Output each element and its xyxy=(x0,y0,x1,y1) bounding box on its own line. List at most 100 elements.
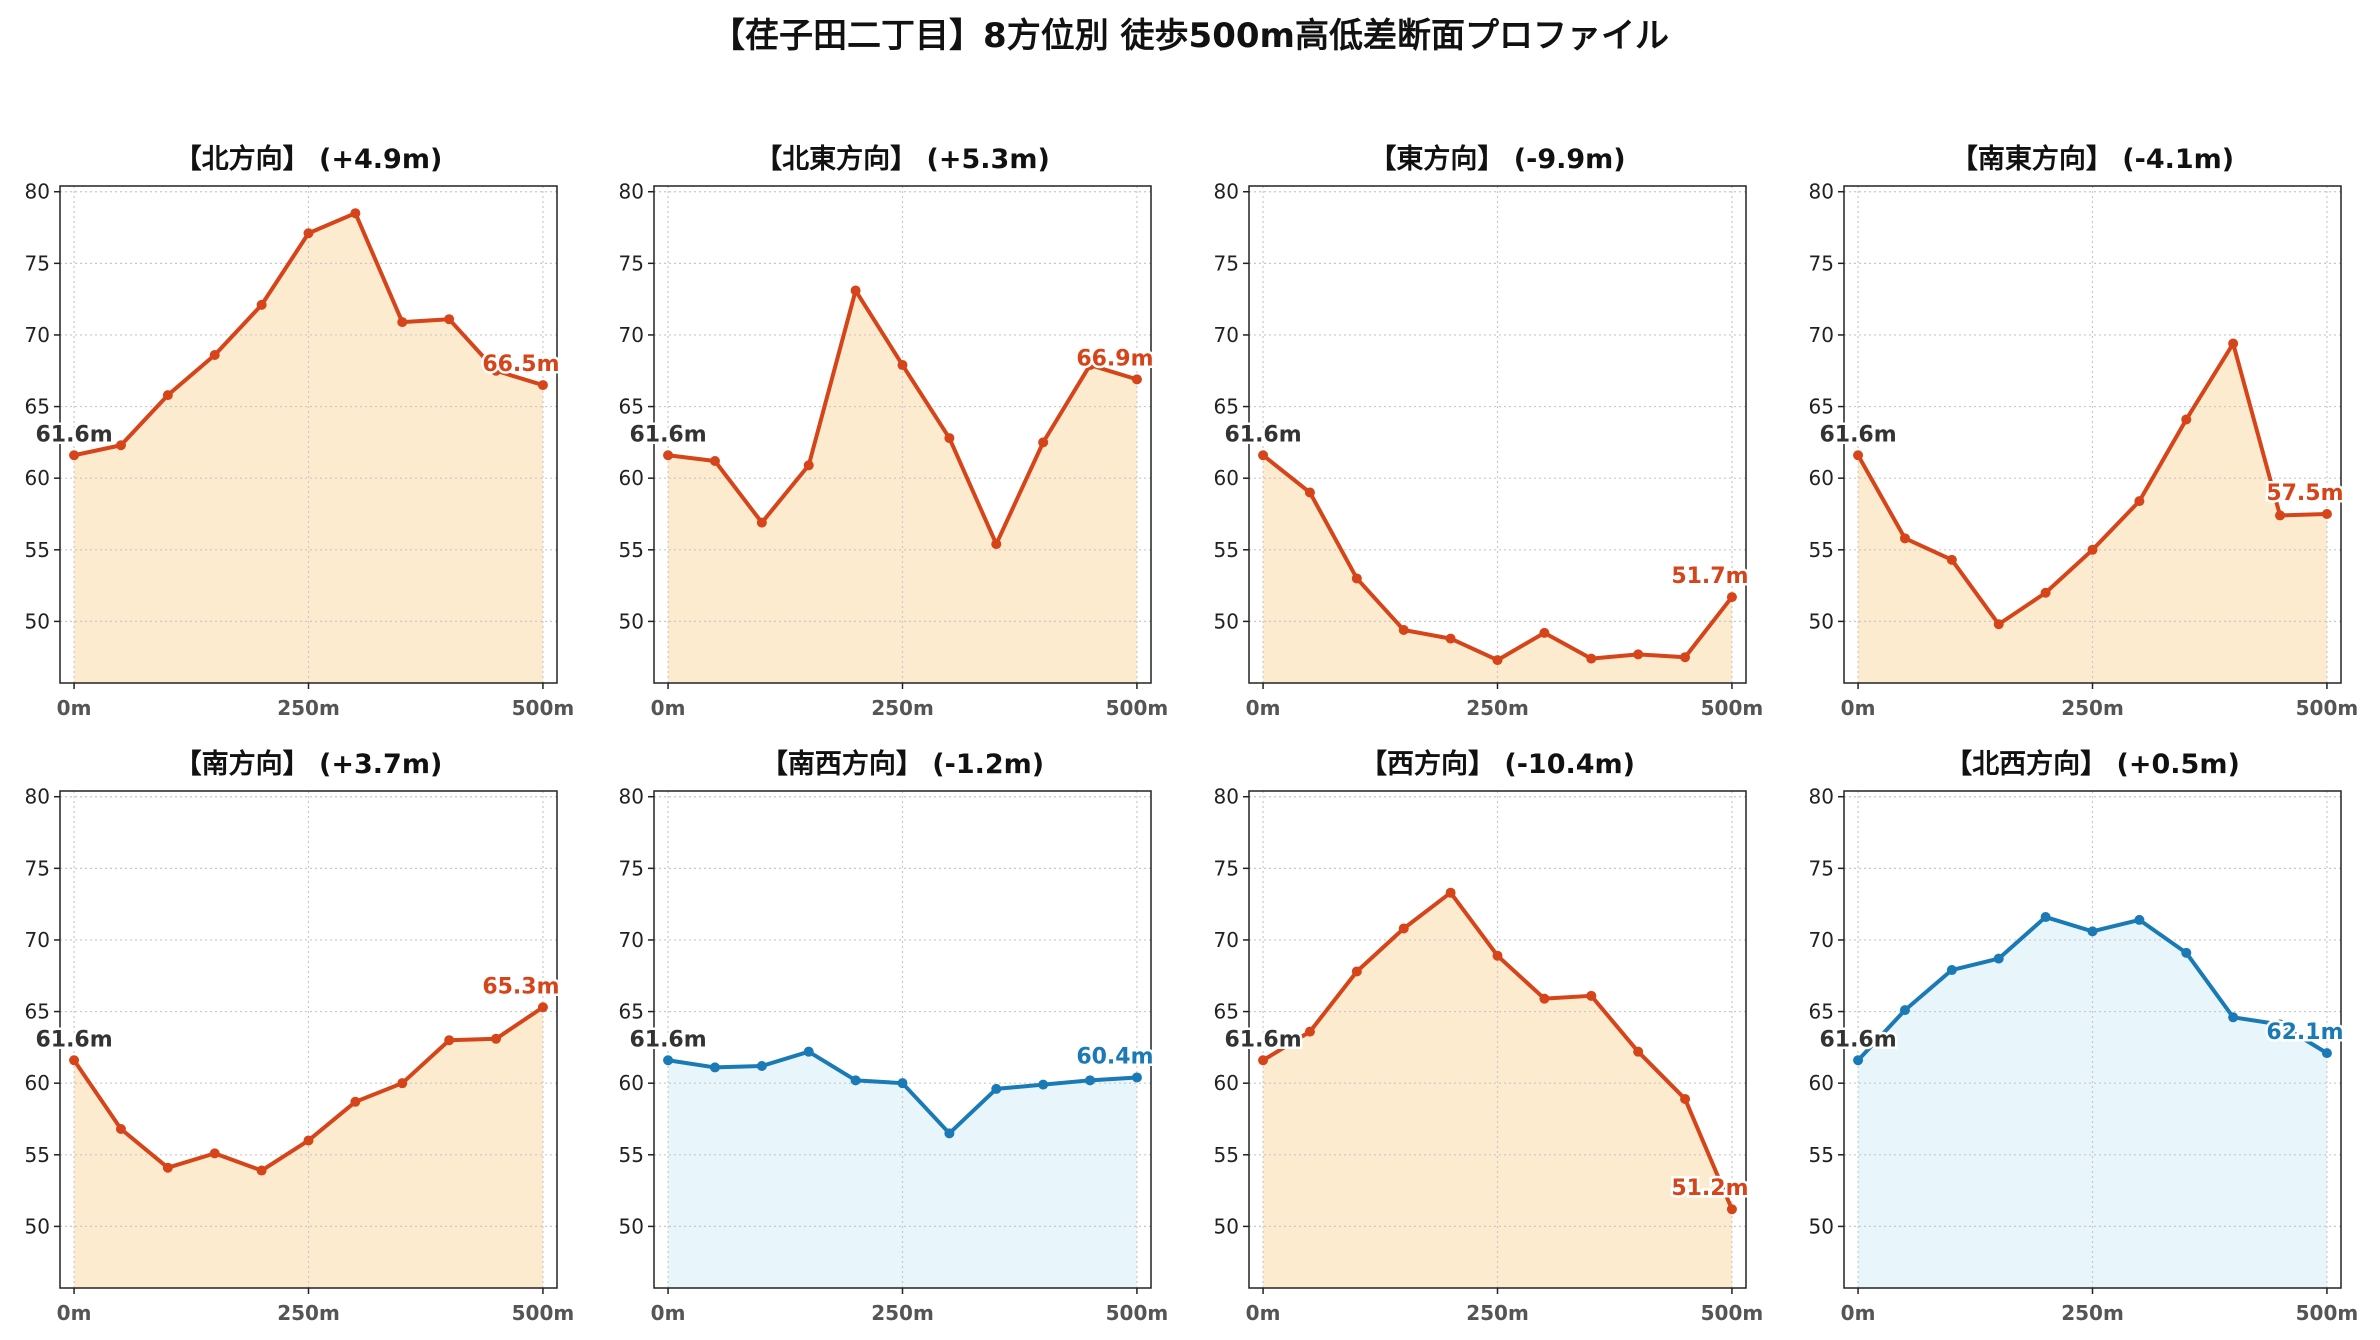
y-tick-label: 80 xyxy=(1214,180,1239,204)
y-tick-label: 55 xyxy=(1809,538,1834,562)
start-elevation-label: 61.6m xyxy=(1224,422,1301,447)
x-tick-label: 250m xyxy=(1466,696,1529,720)
y-tick-label: 75 xyxy=(25,251,50,275)
profile-panel: 【西方向】 (-10.4m) 50 55 60 65 70 75 80 0m 250m 500m 61… xyxy=(1214,748,1764,1325)
start-elevation-label: 61.6m xyxy=(35,1027,112,1052)
elevation-point xyxy=(850,1075,861,1086)
end-elevation-label: 51.2m xyxy=(1671,1176,1748,1201)
y-tick-label: 65 xyxy=(1809,1000,1834,1024)
x-tick-label: 500m xyxy=(2296,1301,2359,1325)
y-tick-label: 80 xyxy=(1809,785,1834,809)
elevation-point xyxy=(69,450,80,461)
elevation-point xyxy=(2040,587,2051,598)
elevation-point xyxy=(1085,1075,1096,1086)
y-tick-label: 55 xyxy=(619,1143,644,1167)
elevation-point xyxy=(1853,450,1864,461)
elevation-point xyxy=(1586,653,1597,664)
elevation-point xyxy=(2134,496,2145,507)
elevation-point xyxy=(2087,926,2098,937)
elevation-point xyxy=(2275,1019,2286,1030)
y-tick-label: 70 xyxy=(619,928,644,952)
elevation-point xyxy=(1398,625,1409,636)
elevation-point xyxy=(1131,1072,1142,1083)
end-elevation-label: 65.3m xyxy=(482,974,559,999)
y-tick-label: 75 xyxy=(1214,856,1239,880)
elevation-point xyxy=(1492,655,1503,666)
y-tick-label: 60 xyxy=(1809,466,1834,490)
end-elevation-label: 66.5m xyxy=(482,352,559,377)
y-tick-label: 55 xyxy=(1214,1143,1239,1167)
y-tick-label: 65 xyxy=(1214,395,1239,419)
y-tick-label: 60 xyxy=(25,1071,50,1095)
elevation-point xyxy=(1398,923,1409,934)
elevation-point xyxy=(944,433,955,444)
elevation-point xyxy=(1258,1055,1269,1066)
y-tick-label: 75 xyxy=(1809,251,1834,275)
elevation-point xyxy=(1726,1204,1737,1215)
panel-title: 【西方向】 (-10.4m) xyxy=(1360,748,1635,780)
panel-title: 【東方向】 (-9.9m) xyxy=(1369,143,1625,175)
elevation-point xyxy=(69,1055,80,1066)
y-tick-label: 75 xyxy=(1214,251,1239,275)
x-tick-label: 250m xyxy=(277,696,340,720)
elevation-point xyxy=(803,460,814,471)
x-tick-label: 0m xyxy=(1246,1301,1281,1325)
elevation-point xyxy=(1131,374,1142,385)
start-elevation-label: 61.6m xyxy=(629,1027,706,1052)
elevation-point xyxy=(897,360,908,371)
elevation-point xyxy=(303,228,314,239)
y-tick-label: 60 xyxy=(619,466,644,490)
y-tick-label: 70 xyxy=(1809,928,1834,952)
elevation-point xyxy=(2228,1012,2239,1023)
elevation-point xyxy=(756,517,767,528)
elevation-point xyxy=(1304,487,1315,498)
elevation-point xyxy=(897,1078,908,1089)
elevation-point xyxy=(2228,338,2239,349)
y-tick-label: 80 xyxy=(619,180,644,204)
elevation-point xyxy=(491,365,502,376)
elevation-point xyxy=(303,1135,314,1146)
elevation-area xyxy=(1263,455,1732,683)
elevation-point xyxy=(1899,1005,1910,1016)
elevation-point xyxy=(1946,554,1957,565)
elevation-point xyxy=(444,1035,455,1046)
profile-panel: 【北方向】 (+4.9m) 50 55 60 65 70 75 80 0m 250m 500m 61.… xyxy=(25,143,575,720)
start-elevation-label: 61.6m xyxy=(35,422,112,447)
x-tick-label: 0m xyxy=(1841,1301,1876,1325)
y-tick-label: 70 xyxy=(1214,928,1239,952)
y-tick-label: 55 xyxy=(1214,538,1239,562)
x-tick-label: 250m xyxy=(277,1301,340,1325)
y-tick-label: 65 xyxy=(25,1000,50,1024)
elevation-point xyxy=(537,380,548,391)
y-tick-label: 75 xyxy=(25,856,50,880)
elevation-point xyxy=(1680,1093,1691,1104)
y-tick-label: 60 xyxy=(1214,1071,1239,1095)
y-tick-label: 55 xyxy=(619,538,644,562)
elevation-point xyxy=(944,1128,955,1139)
elevation-point xyxy=(756,1060,767,1071)
end-elevation-label: 66.9m xyxy=(1076,346,1153,371)
profile-panel: 【南東方向】 (-4.1m) 50 55 60 65 70 75 80 0m 250m 500m 61… xyxy=(1809,143,2359,720)
elevation-point xyxy=(2321,508,2332,519)
elevation-point xyxy=(663,450,674,461)
elevation-point xyxy=(397,1078,408,1089)
elevation-point xyxy=(1726,592,1737,603)
elevation-point xyxy=(162,390,173,401)
y-tick-label: 55 xyxy=(25,538,50,562)
y-tick-label: 50 xyxy=(1214,609,1239,633)
elevation-point xyxy=(444,314,455,325)
y-tick-label: 70 xyxy=(25,323,50,347)
end-elevation-label: 62.1m xyxy=(2266,1020,2343,1045)
x-tick-label: 500m xyxy=(1106,1301,1169,1325)
y-tick-label: 50 xyxy=(1214,1214,1239,1238)
elevation-point xyxy=(209,350,220,361)
panel-title: 【南東方向】 (-4.1m) xyxy=(1951,143,2234,175)
elevation-point xyxy=(663,1055,674,1066)
elevation-point xyxy=(115,440,126,451)
elevation-point xyxy=(2087,544,2098,555)
y-tick-label: 60 xyxy=(619,1071,644,1095)
y-tick-label: 60 xyxy=(1214,466,1239,490)
elevation-point xyxy=(350,1096,361,1107)
panel-title: 【北方向】 (+4.9m) xyxy=(175,143,443,175)
elevation-point xyxy=(1258,450,1269,461)
